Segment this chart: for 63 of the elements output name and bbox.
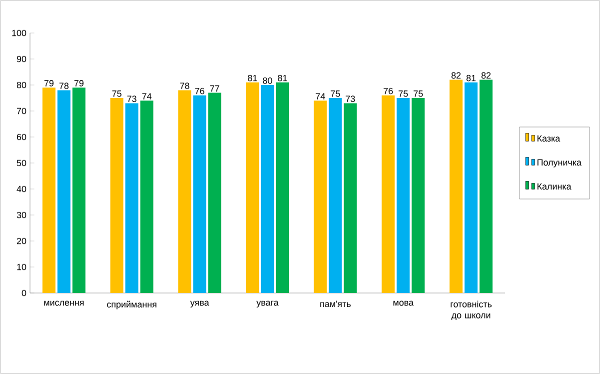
y-tick-label: 50 (16, 160, 26, 166)
x-tick-label: уява (190, 300, 210, 308)
bar (42, 88, 56, 293)
legend-label: Полуничка (538, 159, 582, 168)
y-tick-label: 40 (16, 186, 26, 192)
data-label: 75 (398, 90, 408, 97)
data-label: 78 (180, 82, 190, 90)
bar (125, 103, 138, 293)
bar (246, 82, 260, 293)
x-tick-label: пам'ять (320, 300, 351, 308)
bar (178, 90, 192, 293)
data-label: 74 (316, 93, 326, 100)
bar (314, 100, 327, 293)
x-tick-label: мислення (44, 300, 84, 306)
data-label: 74 (142, 93, 152, 100)
bar (140, 100, 154, 293)
data-label: 78 (59, 82, 69, 90)
y-tick-label: 10 (17, 264, 26, 270)
x-tick-label: готовність до школи (450, 300, 492, 320)
data-label: 73 (127, 96, 136, 102)
bar (464, 82, 478, 293)
data-label: 73 (346, 96, 355, 102)
data-label: 79 (44, 80, 54, 86)
bar (57, 90, 70, 293)
y-tick-label: 20 (16, 238, 26, 244)
bar (450, 80, 463, 293)
data-label: 76 (384, 88, 393, 94)
data-label: 82 (481, 72, 491, 79)
bar (396, 98, 410, 293)
bar (261, 84, 274, 293)
bar (328, 98, 342, 293)
legend-label: Калинка (538, 183, 572, 190)
bar (480, 80, 493, 293)
legend-label: Казка (538, 135, 560, 142)
bar (412, 98, 425, 293)
data-label: 81 (278, 74, 288, 82)
bar (193, 95, 206, 293)
data-label: 81 (248, 74, 258, 82)
y-tick-label: 70 (16, 108, 26, 114)
x-tick-label: мова (393, 300, 414, 306)
bar (110, 98, 124, 293)
bar (382, 95, 395, 293)
y-tick-label: 0 (22, 290, 26, 296)
data-label: 75 (330, 90, 340, 97)
data-label: 77 (210, 85, 220, 92)
data-label: 75 (414, 90, 423, 97)
bar (276, 82, 289, 293)
data-label: 76 (195, 88, 204, 94)
bar (72, 88, 86, 293)
x-tick-label: сприймання (107, 300, 156, 310)
x-tick-label: увага (256, 300, 279, 308)
y-tick-label: 60 (16, 134, 26, 140)
y-tick-label: 30 (16, 212, 26, 218)
data-label: 82 (451, 72, 461, 79)
y-tick-label: 80 (16, 82, 26, 88)
y-tick-label: 100 (12, 30, 26, 36)
data-label: 81 (466, 74, 476, 82)
data-label: 75 (112, 90, 122, 97)
data-label: 79 (74, 80, 84, 86)
bar (208, 92, 222, 293)
y-tick-label: 90 (16, 56, 26, 62)
data-label: 80 (262, 77, 272, 84)
bar (344, 103, 357, 293)
